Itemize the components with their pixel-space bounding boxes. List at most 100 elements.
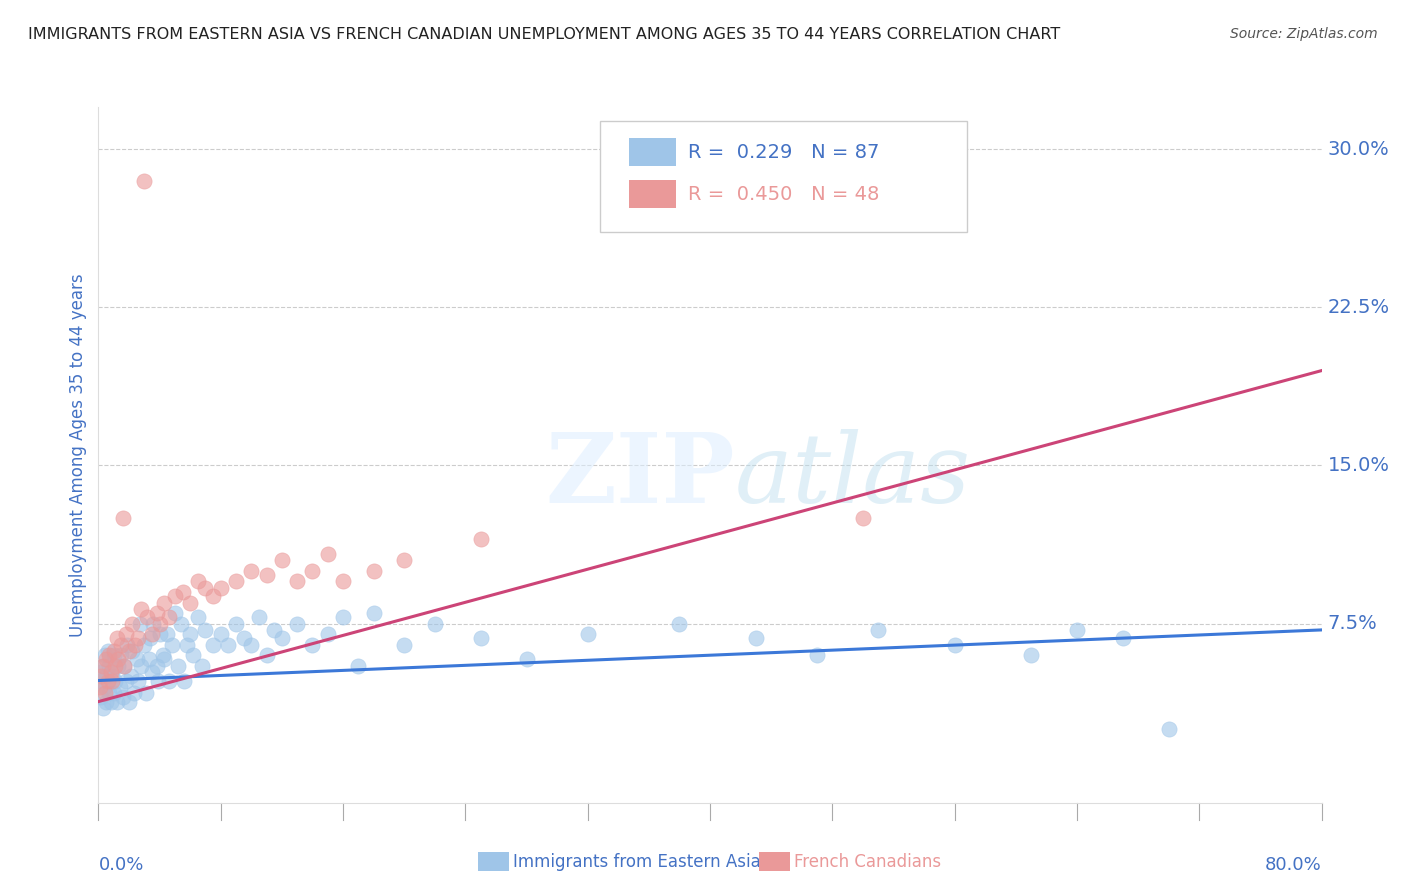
- Point: [103, 644, 125, 658]
- Point: [111, 511, 134, 525]
- Point: [852, 511, 875, 525]
- Point: [806, 648, 828, 663]
- Point: [163, 589, 186, 603]
- Point: [110, 648, 132, 663]
- Point: [363, 564, 385, 578]
- Point: [129, 658, 152, 673]
- Point: [240, 564, 263, 578]
- Text: 80.0%: 80.0%: [1265, 855, 1322, 873]
- Point: [90, 665, 112, 679]
- Point: [153, 595, 176, 609]
- Point: [89, 680, 111, 694]
- Point: [134, 174, 156, 188]
- Point: [141, 665, 163, 679]
- Point: [187, 574, 209, 589]
- Point: [176, 638, 198, 652]
- Point: [668, 616, 690, 631]
- Text: ZIP: ZIP: [546, 429, 734, 523]
- Point: [110, 638, 132, 652]
- Point: [90, 669, 112, 683]
- Point: [1019, 648, 1042, 663]
- Y-axis label: Unemployment Among Ages 35 to 44 years: Unemployment Among Ages 35 to 44 years: [69, 273, 87, 637]
- Point: [103, 686, 125, 700]
- Point: [139, 632, 162, 646]
- Point: [225, 616, 247, 631]
- Point: [136, 610, 159, 624]
- Point: [316, 627, 339, 641]
- Point: [423, 616, 446, 631]
- Point: [152, 648, 174, 663]
- Point: [163, 606, 186, 620]
- Point: [105, 695, 128, 709]
- Point: [121, 616, 143, 631]
- Point: [98, 658, 121, 673]
- Text: IMMIGRANTS FROM EASTERN ASIA VS FRENCH CANADIAN UNEMPLOYMENT AMONG AGES 35 TO 44: IMMIGRANTS FROM EASTERN ASIA VS FRENCH C…: [28, 27, 1060, 42]
- Point: [108, 680, 131, 694]
- Point: [156, 627, 179, 641]
- Point: [138, 652, 160, 666]
- Point: [270, 632, 292, 646]
- Point: [94, 695, 117, 709]
- Point: [149, 616, 172, 631]
- Point: [347, 658, 370, 673]
- Point: [157, 673, 180, 688]
- Point: [117, 638, 139, 652]
- Point: [142, 616, 165, 631]
- Point: [127, 632, 149, 646]
- Point: [576, 627, 599, 641]
- Point: [120, 669, 142, 683]
- Point: [146, 673, 169, 688]
- Point: [115, 627, 138, 641]
- Point: [202, 638, 225, 652]
- Point: [301, 564, 323, 578]
- Point: [93, 680, 115, 694]
- Text: R =  0.450   N = 48: R = 0.450 N = 48: [688, 186, 879, 204]
- Point: [107, 658, 129, 673]
- Text: 0.0%: 0.0%: [98, 855, 143, 873]
- Point: [97, 673, 120, 688]
- Point: [94, 669, 117, 683]
- Point: [153, 652, 176, 666]
- Point: [247, 610, 270, 624]
- Bar: [630, 180, 676, 208]
- Point: [209, 581, 232, 595]
- Point: [232, 632, 254, 646]
- Text: atlas: atlas: [734, 429, 970, 523]
- Point: [107, 652, 129, 666]
- Point: [145, 658, 167, 673]
- Point: [118, 644, 141, 658]
- Point: [363, 606, 385, 620]
- Text: 30.0%: 30.0%: [1327, 140, 1389, 159]
- Point: [100, 665, 122, 679]
- Point: [93, 648, 115, 663]
- Text: 15.0%: 15.0%: [1327, 456, 1389, 475]
- Point: [112, 658, 135, 673]
- Text: R =  0.229   N = 87: R = 0.229 N = 87: [688, 143, 879, 161]
- Point: [149, 627, 172, 641]
- Point: [170, 616, 193, 631]
- Point: [194, 623, 217, 637]
- Point: [112, 658, 135, 673]
- Point: [98, 686, 121, 700]
- Point: [91, 701, 114, 715]
- Point: [128, 616, 150, 631]
- Point: [122, 686, 145, 700]
- Point: [470, 533, 492, 547]
- Point: [134, 638, 156, 652]
- Point: [101, 669, 124, 683]
- Point: [104, 673, 127, 688]
- Point: [141, 627, 163, 641]
- Point: [1066, 623, 1088, 637]
- Point: [124, 638, 146, 652]
- Point: [301, 638, 323, 652]
- Point: [167, 658, 190, 673]
- Point: [118, 695, 141, 709]
- Point: [516, 652, 538, 666]
- Point: [240, 638, 263, 652]
- Bar: [630, 138, 676, 166]
- Point: [145, 606, 167, 620]
- Point: [285, 574, 308, 589]
- Point: [332, 574, 354, 589]
- FancyBboxPatch shape: [600, 121, 967, 232]
- Point: [90, 690, 112, 705]
